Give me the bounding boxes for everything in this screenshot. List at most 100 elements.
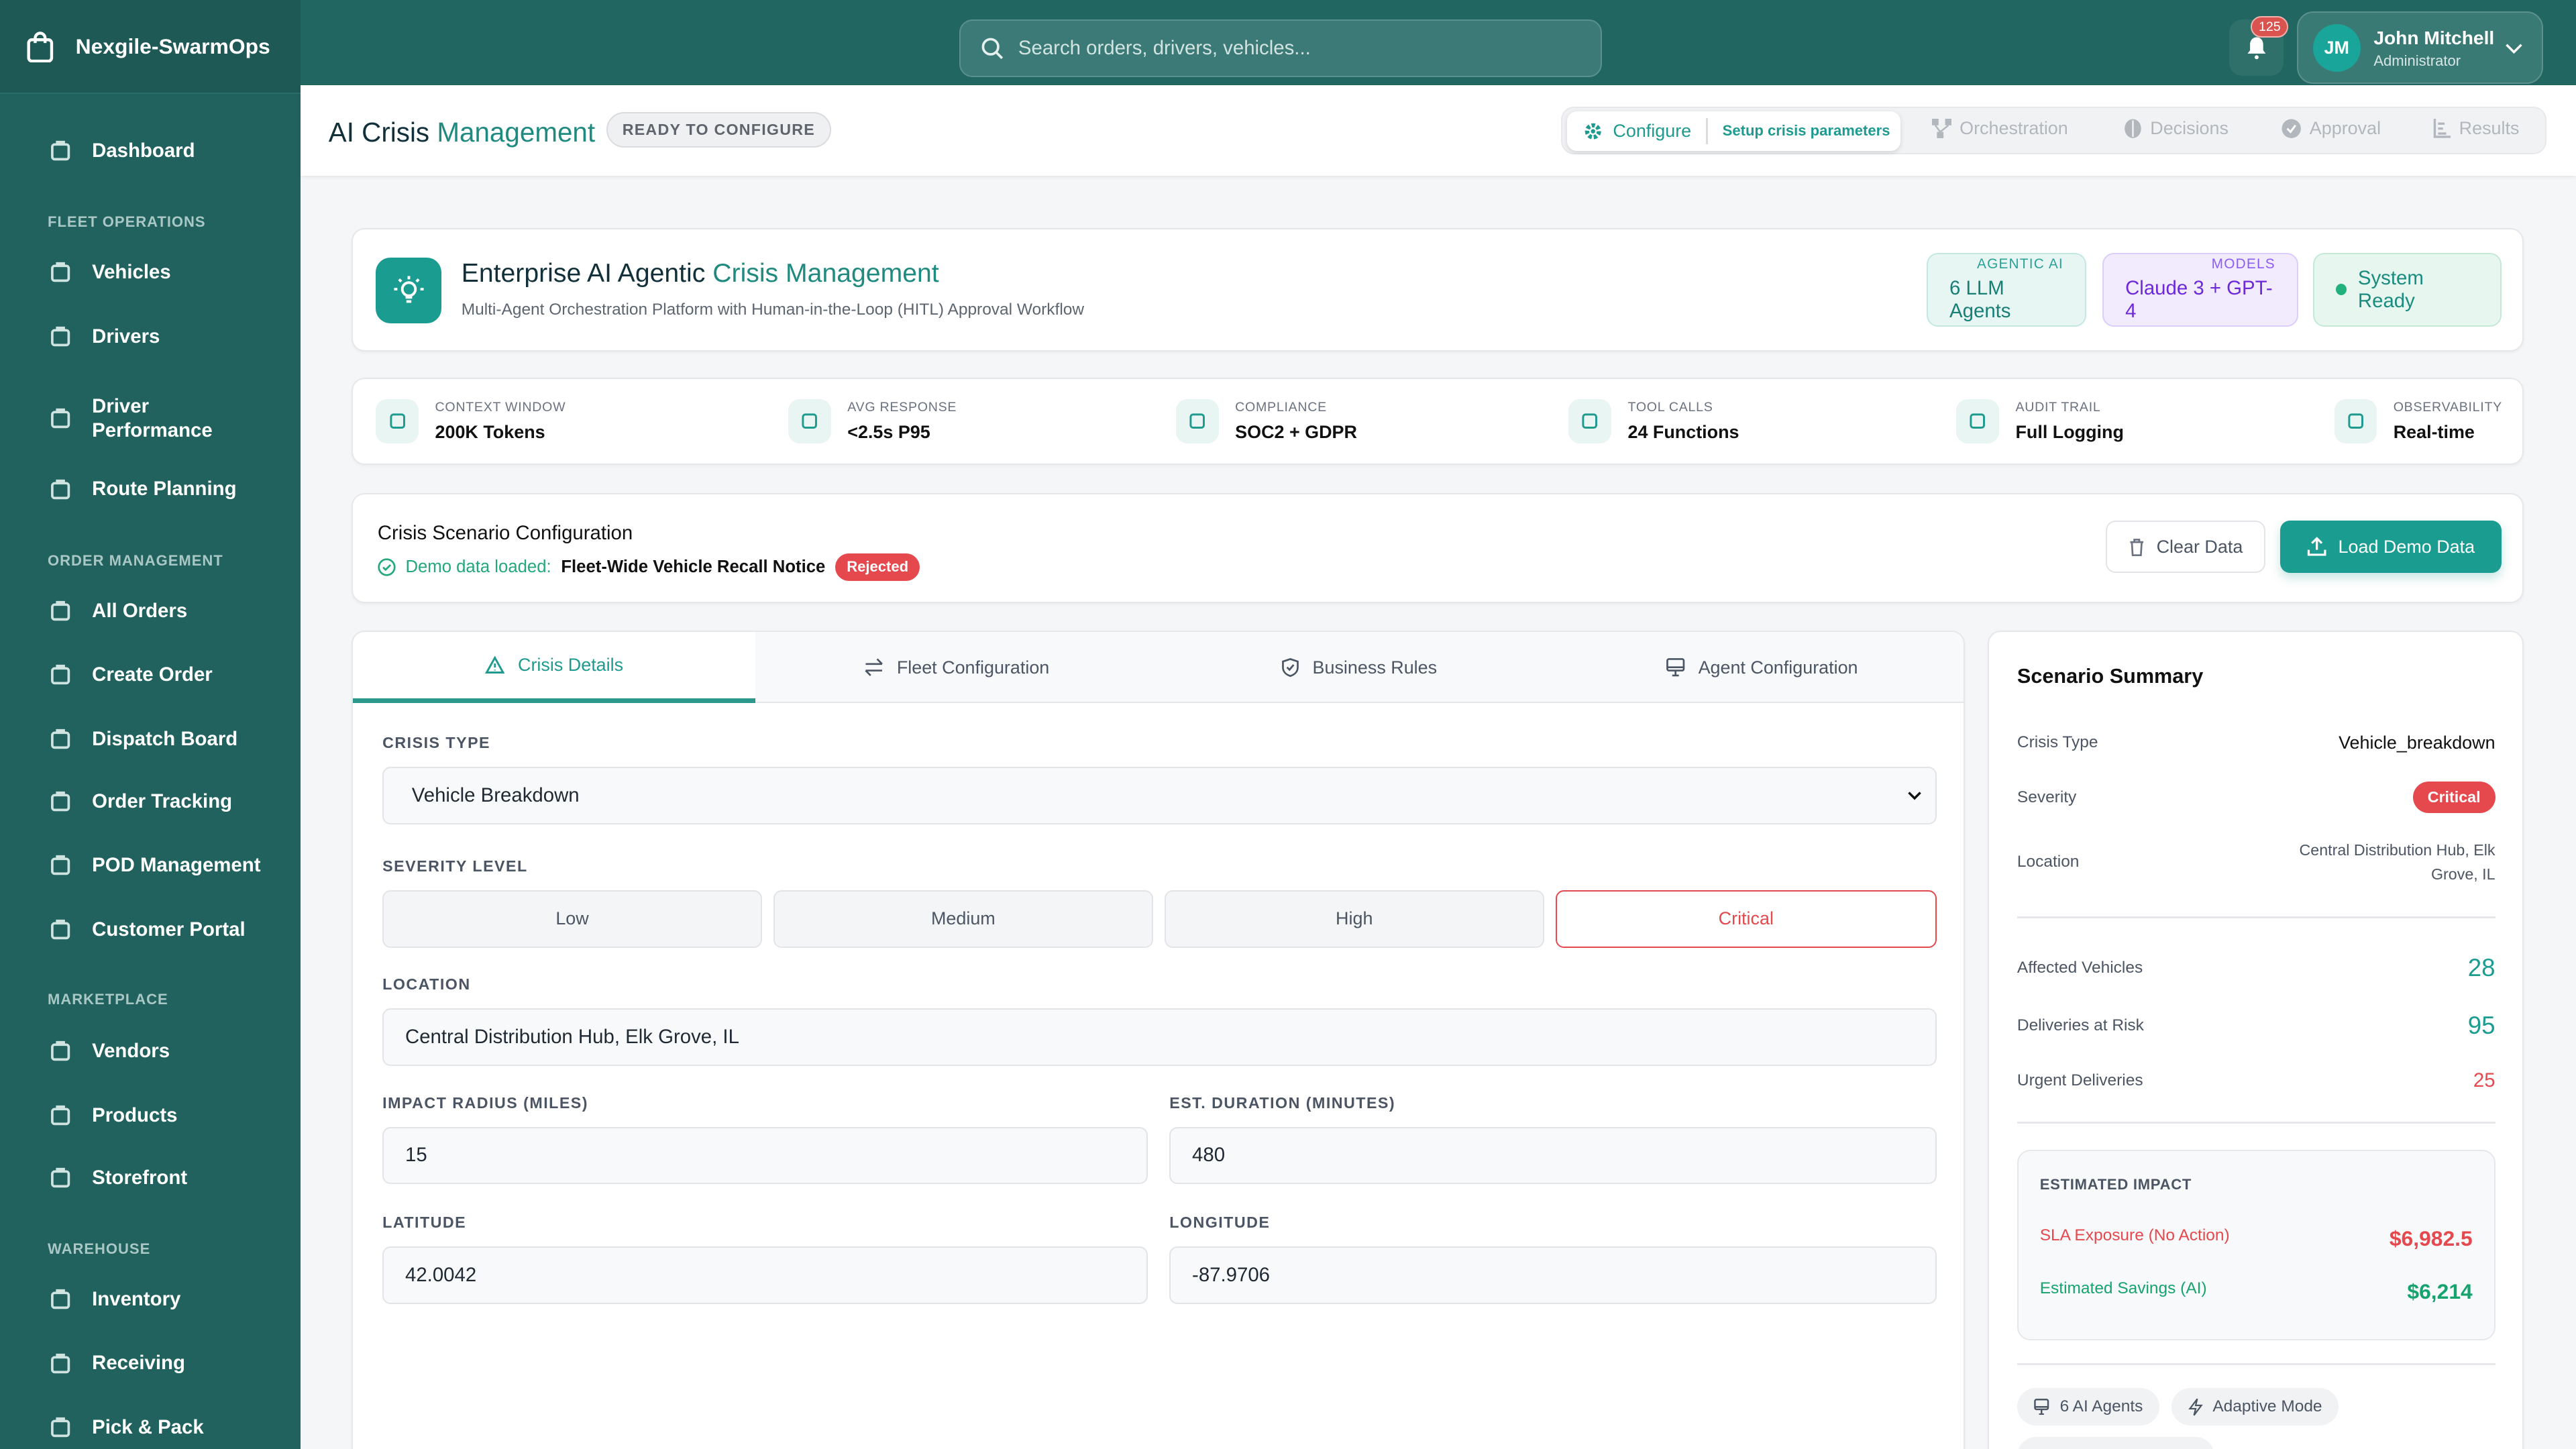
severity-label: SEVERITY LEVEL	[382, 857, 528, 875]
user-icon	[51, 326, 70, 347]
metric-value: SOC2 + GDPR	[1235, 421, 1357, 442]
chip-label: 6 AI Agents	[2059, 1397, 2143, 1416]
sidebar-item-storefront[interactable]: Storefront	[0, 1150, 301, 1205]
row-label: Urgent Deliveries	[2017, 1071, 2143, 1089]
search-box[interactable]	[959, 19, 1602, 78]
adaptive-mode-chip: Adaptive Mode	[2171, 1387, 2339, 1426]
button-label: Clear Data	[2156, 536, 2243, 557]
status-dot	[2335, 284, 2347, 296]
system-status-pill: System Ready	[2312, 252, 2502, 327]
row-label: Location	[2017, 853, 2080, 871]
sidebar-section-title: MARKETPLACE	[48, 990, 168, 1008]
summary-title: Scenario Summary	[2017, 665, 2204, 688]
step-configure[interactable]: Configure Setup crisis parameters	[1566, 111, 1901, 151]
sidebar-item-vendors[interactable]: Vendors	[0, 1024, 301, 1079]
user-name: John Mitchell	[2373, 28, 2495, 49]
sidebar-item-receiving[interactable]: Receiving	[0, 1336, 301, 1391]
sidebar-item-label: Driver Performance	[92, 394, 213, 442]
hero-card: Enterprise AI Agentic Crisis Management …	[352, 228, 2524, 352]
summary-row-crisis-type: Crisis Type Vehicle_breakdown	[2017, 733, 2496, 753]
sidebar-item-label: Pick & Pack	[92, 1415, 204, 1438]
ai-agents-chip: 6 AI Agents	[2017, 1387, 2159, 1426]
tab-fleet-configuration[interactable]: Fleet Configuration	[755, 632, 1158, 702]
sidebar-item-route-planning[interactable]: Route Planning	[0, 462, 301, 517]
metric-value: Real-time	[2393, 421, 2475, 442]
sidebar-item-pick-pack[interactable]: Pick & Pack	[0, 1400, 301, 1449]
impact-radius-label: IMPACT RADIUS (MILES)	[382, 1093, 588, 1112]
clear-data-button[interactable]: Clear Data	[2106, 520, 2266, 574]
page-title-accent: Management	[437, 116, 596, 148]
severity-high-button[interactable]: High	[1164, 890, 1544, 948]
step-label: Decisions	[2150, 117, 2229, 138]
row-value: Central Distribution Hub, Elk Grove, IL	[2299, 841, 2496, 883]
sidebar-item-dispatch-board[interactable]: Dispatch Board	[0, 711, 301, 767]
severity-medium-button[interactable]: Medium	[773, 890, 1153, 948]
sidebar-item-driver-performance[interactable]: Driver Performance	[0, 386, 301, 452]
summary-row-deliveries: Deliveries at Risk 95	[2017, 1012, 2496, 1040]
clipboard-icon	[51, 600, 70, 621]
step-orchestration[interactable]: Orchestration	[1931, 118, 2068, 139]
divider	[2017, 1363, 2496, 1365]
tab-crisis-details[interactable]: Crisis Details	[353, 632, 756, 703]
sidebar-item-products[interactable]: Products	[0, 1087, 301, 1143]
sidebar-item-label: POD Management	[92, 854, 261, 877]
brand-name: Nexgile-SwarmOps	[75, 34, 270, 59]
models-pill: MODELS Claude 3 + GPT-4	[2102, 252, 2298, 327]
sla-label: SLA Exposure (No Action)	[2039, 1226, 2230, 1245]
user-icon	[51, 919, 70, 940]
summary-row-urgent: Urgent Deliveries 25	[2017, 1069, 2496, 1092]
row-value: Vehicle_breakdown	[2339, 732, 2496, 753]
crisis-form-card: Crisis Details Fleet Configuration Busin…	[352, 631, 1965, 1449]
latitude-input[interactable]: 42.0042	[382, 1246, 1148, 1305]
crisis-type-select[interactable]: Vehicle Breakdown	[382, 767, 1937, 824]
step-label: Results	[2459, 117, 2520, 138]
step-results[interactable]: Results	[2433, 117, 2520, 139]
hero-title: Enterprise AI Agentic Crisis Management	[462, 259, 939, 288]
severity-low-button[interactable]: Low	[382, 890, 762, 948]
search-input[interactable]	[1018, 37, 1561, 60]
longitude-input[interactable]: -87.9706	[1169, 1246, 1937, 1305]
shield-check-icon	[1282, 658, 1299, 678]
arrows-exchange-icon	[51, 262, 70, 282]
step-sublabel: Setup crisis parameters	[1722, 122, 1890, 140]
severity-critical-button[interactable]: Critical	[1555, 890, 1937, 948]
sidebar-item-inventory[interactable]: Inventory	[0, 1272, 301, 1328]
sidebar-item-customer-portal[interactable]: Customer Portal	[0, 902, 301, 958]
brand[interactable]: Nexgile-SwarmOps	[0, 0, 301, 94]
sidebar-item-drivers[interactable]: Drivers	[0, 309, 301, 364]
monitor-icon	[2034, 1398, 2049, 1415]
metric-audit-trail: AUDIT TRAIL Full Logging	[1956, 398, 2124, 443]
warning-icon	[485, 656, 505, 674]
tab-bar: Crisis Details Fleet Configuration Busin…	[353, 632, 1964, 703]
tab-business-rules[interactable]: Business Rules	[1158, 632, 1560, 702]
location-input[interactable]: Central Distribution Hub, Elk Grove, IL	[382, 1008, 1937, 1066]
bar-chart-icon	[2334, 398, 2377, 443]
metric-value: Full Logging	[2015, 421, 2124, 442]
sidebar-item-label: Vendors	[92, 1039, 170, 1062]
duration-input[interactable]: 480	[1169, 1126, 1937, 1185]
user-menu[interactable]: JM John Mitchell Administrator	[2296, 11, 2544, 84]
sidebar-item-create-order[interactable]: Create Order	[0, 647, 301, 703]
step-decisions[interactable]: Decisions	[2124, 118, 2229, 139]
trash-icon	[2130, 538, 2144, 556]
sidebar-item-vehicles[interactable]: Vehicles	[0, 245, 301, 301]
hero-title-part: Enterprise AI Agentic	[461, 259, 713, 288]
sidebar-item-pod-management[interactable]: POD Management	[0, 838, 301, 894]
metric-observability: OBSERVABILITY Real-time	[2334, 398, 2502, 443]
sidebar-item-dashboard[interactable]: Dashboard	[0, 123, 301, 179]
impact-radius-input[interactable]: 15	[382, 1126, 1148, 1185]
metric-value: <2.5s P95	[847, 421, 930, 442]
sidebar-item-order-tracking[interactable]: Order Tracking	[0, 773, 301, 829]
tab-agent-configuration[interactable]: Agent Configuration	[1560, 632, 1963, 702]
sidebar-item-label: Inventory	[92, 1287, 181, 1310]
sidebar-item-label: Customer Portal	[92, 918, 246, 941]
divider	[2017, 1122, 2496, 1124]
sidebar-item-all-orders[interactable]: All Orders	[0, 583, 301, 639]
load-demo-data-button[interactable]: Load Demo Data	[2279, 520, 2502, 574]
chip-label: Adaptive Mode	[2212, 1397, 2322, 1416]
demo-loaded-status: Demo data loaded: Fleet-Wide Vehicle Rec…	[378, 553, 920, 581]
divider	[2017, 916, 2496, 918]
row-label: Affected Vehicles	[2017, 959, 2143, 977]
step-approval[interactable]: Approval	[2282, 118, 2381, 139]
tab-label: Fleet Configuration	[896, 657, 1050, 678]
